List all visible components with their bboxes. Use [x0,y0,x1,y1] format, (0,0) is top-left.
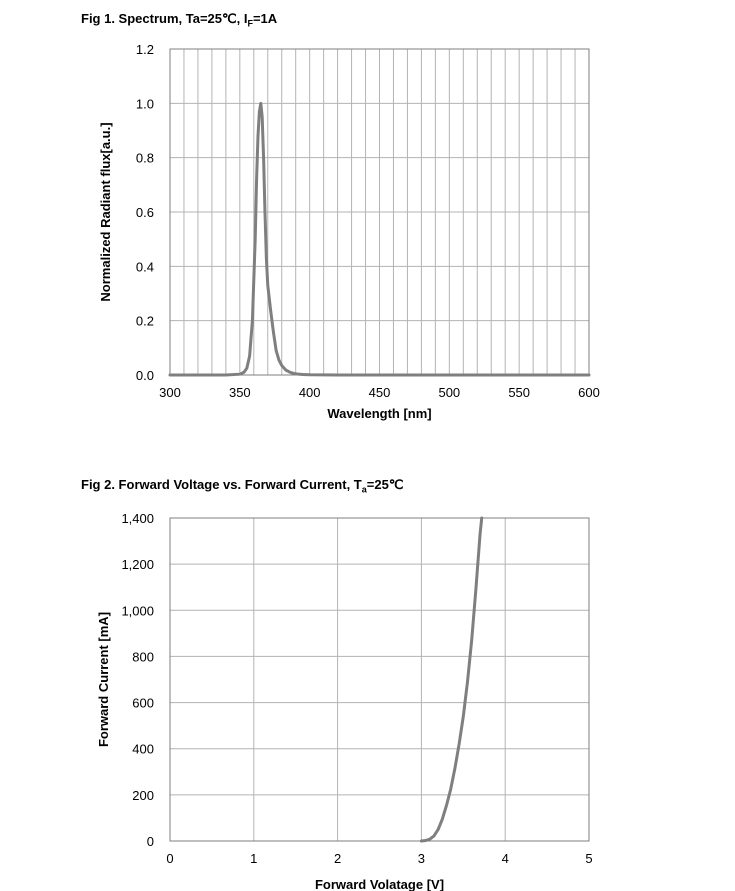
fig2-xtick-label: 3 [418,851,425,866]
fig1-ytick-label: 1.0 [136,96,154,111]
fig2-y-axis-label: Forward Current [mA] [96,612,111,747]
fig2-ytick-label: 600 [132,696,154,711]
fig1-y-axis-label: Normalized Radiant flux[a.u.] [98,122,113,301]
fig1-ytick-label: 1.2 [136,42,154,57]
fig2-xtick-label: 1 [250,851,257,866]
fig1-ytick-label: 0.2 [136,314,154,329]
fig2-title-suffix: =25℃ [366,477,404,492]
fig2-xtick-label: 4 [502,851,509,866]
fig2-xtick-label: 5 [585,851,592,866]
fig2-ytick-label: 800 [132,649,154,664]
fig2-title-prefix: Fig 2. Forward Voltage vs. Forward Curre… [81,477,362,492]
fig2-ytick-label: 1,000 [121,603,154,618]
fig1-x-axis-label: Wavelength [nm] [327,406,431,421]
fig1-title-prefix: Fig 1. Spectrum, Ta=25℃, I [81,11,248,26]
fig1-xtick-label: 350 [229,385,251,400]
fig2-ytick-label: 0 [147,834,154,849]
fig1-ytick-label: 0.8 [136,151,154,166]
fig1-ytick-label: 0.4 [136,259,154,274]
fig2-xtick-label: 2 [334,851,341,866]
fig1-xtick-label: 300 [159,385,181,400]
fig1-xtick-label: 550 [508,385,530,400]
fig1-title: Fig 1. Spectrum, Ta=25℃, IF=1A [81,11,277,29]
fig2-ytick-label: 200 [132,788,154,803]
fig2-plot-frame [169,517,590,842]
fig1-xtick-label: 500 [438,385,460,400]
fig2-ytick-label: 400 [132,742,154,757]
fig2-x-axis-label: Forward Volatage [V] [315,877,444,891]
fig2-xtick-label: 0 [166,851,173,866]
fig1-title-suffix: =1A [252,11,278,26]
fig1-ytick-label: 0.6 [136,205,154,220]
fig1-ytick-label: 0.0 [136,368,154,383]
fig2-title-sub: a [361,484,367,495]
fig1-series-line [168,101,591,377]
fig2-ytick-label: 1,200 [121,557,154,572]
fig1-xtick-label: 450 [369,385,391,400]
fig2-series-line [419,516,484,843]
fig1-title-sub: F [247,18,253,29]
fig1-xtick-label: 600 [578,385,600,400]
fig2-ytick-label: 1,400 [121,511,154,526]
fig2-title: Fig 2. Forward Voltage vs. Forward Curre… [81,477,403,495]
fig1-xtick-label: 400 [299,385,321,400]
